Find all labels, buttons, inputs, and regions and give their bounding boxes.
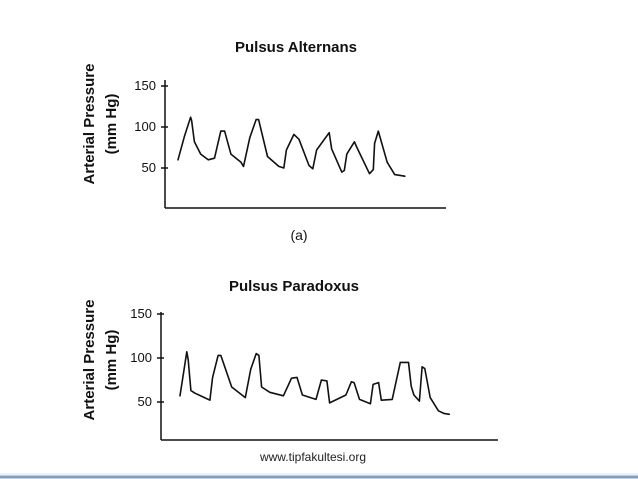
chart-title: Pulsus Paradoxus [229,278,359,295]
y-ticks: 150 100 50 [130,306,164,409]
series-group [179,351,451,416]
y-tick-label: 100 [134,119,156,134]
chart-caption: (a) [290,227,307,243]
y-ticks: 150 100 50 [134,78,168,175]
chart-pulsus-alternans: Pulsus Alternans Arterial Pressure (mm H… [81,39,446,243]
y-tick-label: 150 [130,306,152,321]
y-tick-label: 50 [138,394,152,409]
y-tick-label: 50 [142,160,156,175]
y-axis-label: Arterial Pressure [81,300,98,421]
axes [160,312,498,441]
y-axis-label-units: (mm Hg) [103,330,120,391]
y-tick-label: 150 [134,78,156,93]
pressure-waveform-line [177,116,406,177]
series-group [177,116,406,177]
footer-url[interactable]: www.tipfakultesi.org [259,450,366,464]
y-tick-label: 100 [130,350,152,365]
y-axis-label: Arterial Pressure [81,64,98,185]
chart-pulsus-paradoxus: Pulsus Paradoxus Arterial Pressure (mm H… [81,278,498,441]
axes [164,80,446,209]
chart-title: Pulsus Alternans [235,39,357,56]
pressure-waveform-line [179,351,451,416]
y-axis-label-units: (mm Hg) [103,94,120,155]
